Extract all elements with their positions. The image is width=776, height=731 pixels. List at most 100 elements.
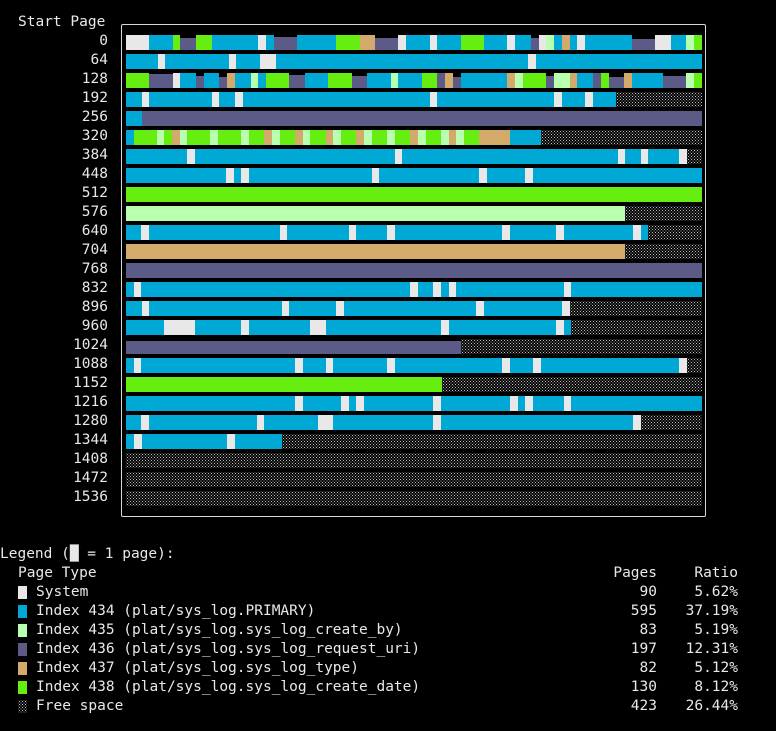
legend-swatch — [18, 700, 27, 713]
create-by-index-page — [686, 35, 695, 50]
start-page-label: 1344 — [73, 432, 108, 448]
system-page — [133, 434, 142, 449]
page-map-row — [126, 451, 702, 470]
primary-index-page — [297, 35, 337, 50]
primary-index-page — [126, 168, 226, 183]
start-page-label: 1536 — [73, 489, 108, 505]
create-date-index-page — [279, 130, 295, 145]
system-page — [678, 149, 687, 164]
start-page-label: 640 — [81, 223, 108, 239]
system-page — [241, 320, 249, 335]
system-page — [577, 35, 586, 50]
system-page — [563, 282, 572, 297]
primary-index-page — [448, 320, 557, 335]
system-page — [141, 225, 150, 240]
page-map-frame — [121, 24, 706, 517]
start-page-labels: 0 64 128 192 256 320 384 448 512 576 640 704 768 832 8… — [0, 32, 108, 507]
create-date-index-page — [126, 73, 150, 88]
legend-col-ratio: Ratio — [694, 565, 738, 581]
request-uri-index-page — [196, 76, 204, 88]
system-page — [279, 225, 288, 240]
create-by-index-page — [686, 73, 695, 88]
system-page — [356, 396, 365, 411]
primary-index-page — [348, 396, 357, 411]
type-index-page — [479, 130, 510, 145]
legend-swatch — [18, 624, 27, 637]
legend-entry-ratio: 37.19% — [685, 603, 738, 619]
system-page — [563, 396, 572, 411]
system-page — [632, 225, 641, 240]
legend-col-pages: Pages — [613, 565, 657, 581]
system-page — [336, 301, 344, 316]
system-page — [325, 358, 334, 373]
request-uri-index-page — [126, 341, 461, 354]
free-space-page — [569, 301, 702, 316]
system-page — [256, 415, 265, 430]
legend-row: Index 437 (plat/sys_log.sys_log_type) 82 5… — [0, 659, 776, 678]
type-index-page — [294, 130, 303, 145]
type-index-page — [448, 130, 457, 145]
legend-swatch — [18, 662, 27, 675]
create-date-index-page — [460, 35, 485, 50]
free-space-page — [625, 206, 702, 221]
create-by-index-page — [179, 130, 188, 145]
legend-entry-pages: 423 — [630, 698, 657, 714]
primary-index-page — [440, 396, 510, 411]
request-uri-index-page — [180, 38, 197, 50]
request-uri-index-page — [608, 77, 625, 88]
page-map-row — [126, 242, 702, 261]
primary-index-page — [126, 358, 134, 373]
create-date-index-page — [266, 73, 290, 88]
free-space-page — [540, 130, 702, 145]
primary-index-page — [126, 320, 165, 335]
system-page — [533, 358, 541, 373]
create-by-index-page — [241, 130, 249, 145]
primary-index-page — [402, 149, 618, 164]
system-page — [433, 282, 441, 297]
primary-index-page — [126, 130, 134, 145]
create-by-index-page — [546, 35, 555, 50]
system-page — [678, 358, 687, 373]
page-map-row — [126, 90, 702, 109]
type-index-page — [561, 35, 570, 50]
free-space-page — [686, 358, 702, 373]
primary-index-page — [398, 73, 422, 88]
system-page — [410, 282, 418, 297]
legend-row: Index 434 (plat/sys_log.PRIMARY) 595 37.19… — [0, 602, 776, 621]
start-page-label: 1152 — [73, 375, 108, 391]
create-by-index-page — [364, 130, 372, 145]
primary-index-page — [486, 168, 526, 183]
system-page — [225, 168, 234, 183]
request-uri-index-page — [141, 111, 702, 126]
legend-title: Legend (█ = 1 page): — [0, 546, 175, 562]
request-uri-index-page — [375, 38, 399, 50]
system-page — [172, 73, 181, 88]
legend-entry-ratio: 5.12% — [694, 660, 738, 676]
system-page — [133, 358, 142, 373]
legend-entry-name: Index 437 (plat/sys_log.sys_log_type) — [36, 660, 360, 676]
primary-index-page — [670, 35, 687, 50]
legend-swatch — [18, 605, 27, 618]
legend-entry-name: Free space — [36, 698, 124, 714]
free-space-page — [571, 320, 702, 335]
primary-index-page — [126, 149, 188, 164]
system-page — [433, 415, 441, 430]
start-page-header: Start Page — [18, 14, 106, 30]
primary-index-page — [126, 111, 142, 126]
primary-index-page — [571, 282, 702, 297]
primary-index-page — [333, 415, 434, 430]
primary-index-page — [211, 35, 259, 50]
primary-index-page — [126, 396, 295, 411]
type-index-page — [264, 130, 272, 145]
system-page — [341, 396, 349, 411]
primary-index-page — [149, 415, 257, 430]
start-page-label: 1088 — [73, 356, 108, 372]
primary-index-page — [126, 415, 142, 430]
start-page-label: 1024 — [73, 337, 108, 353]
legend-entry-pages: 130 — [630, 679, 657, 695]
type-index-page — [507, 73, 516, 88]
type-index-page — [126, 244, 626, 259]
create-by-index-page — [210, 130, 219, 145]
start-page-label: 64 — [90, 52, 108, 68]
system-page — [507, 35, 516, 50]
